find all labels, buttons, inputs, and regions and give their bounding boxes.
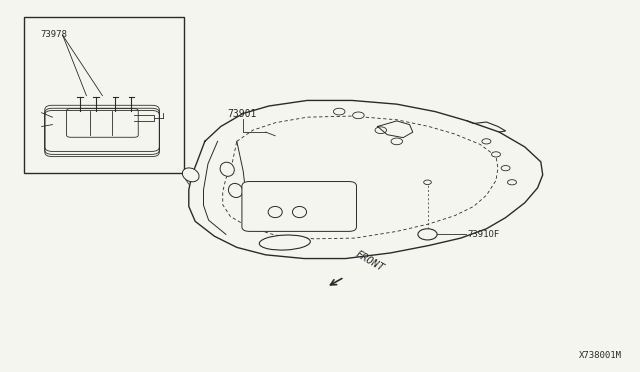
Circle shape — [424, 180, 431, 185]
Ellipse shape — [220, 162, 234, 176]
Ellipse shape — [182, 168, 199, 182]
Text: 73901: 73901 — [227, 109, 257, 119]
Circle shape — [508, 180, 516, 185]
Text: X738001M: X738001M — [579, 351, 622, 360]
Circle shape — [353, 112, 364, 119]
Circle shape — [482, 139, 491, 144]
Text: 7391OF: 7391OF — [468, 230, 500, 239]
FancyBboxPatch shape — [242, 182, 356, 231]
Circle shape — [492, 152, 500, 157]
Bar — [24, 17, 184, 173]
Text: FRONT: FRONT — [354, 249, 386, 273]
Ellipse shape — [228, 183, 243, 198]
Circle shape — [391, 138, 403, 145]
Circle shape — [418, 229, 437, 240]
Circle shape — [501, 166, 510, 171]
Ellipse shape — [292, 206, 307, 218]
Circle shape — [375, 127, 387, 134]
Ellipse shape — [268, 206, 282, 218]
Circle shape — [333, 108, 345, 115]
Text: 73978: 73978 — [40, 30, 67, 39]
Ellipse shape — [259, 235, 310, 250]
